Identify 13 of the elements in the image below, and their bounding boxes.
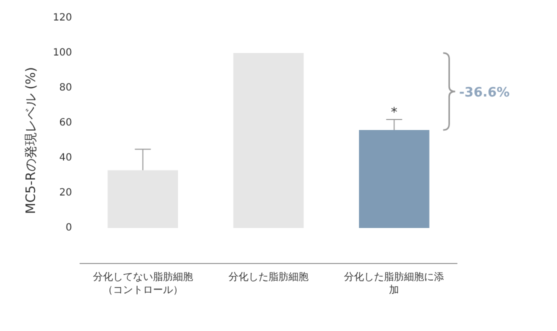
y-tick-label: 40	[59, 152, 72, 164]
y-tick-label: 60	[59, 118, 72, 128]
text: -36.6%	[459, 86, 510, 100]
y-tick-label: 80	[59, 82, 72, 94]
annotation: *	[390, 106, 398, 120]
y-tick-label: 0	[66, 222, 72, 234]
x-tick-label: 分化した脂肪細胞	[228, 271, 308, 283]
y-tick-label: 120	[52, 12, 72, 24]
y-tick-label: 20	[59, 188, 72, 198]
x-tick-label: 分化してない脂肪細胞（コントロール）	[92, 271, 193, 296]
y-tick-label: 100	[52, 48, 72, 58]
y-axis-title: MC5-Rの発現レベル (%)	[24, 67, 39, 214]
x-tick-label: 分化した脂肪細胞に添加	[344, 271, 444, 296]
